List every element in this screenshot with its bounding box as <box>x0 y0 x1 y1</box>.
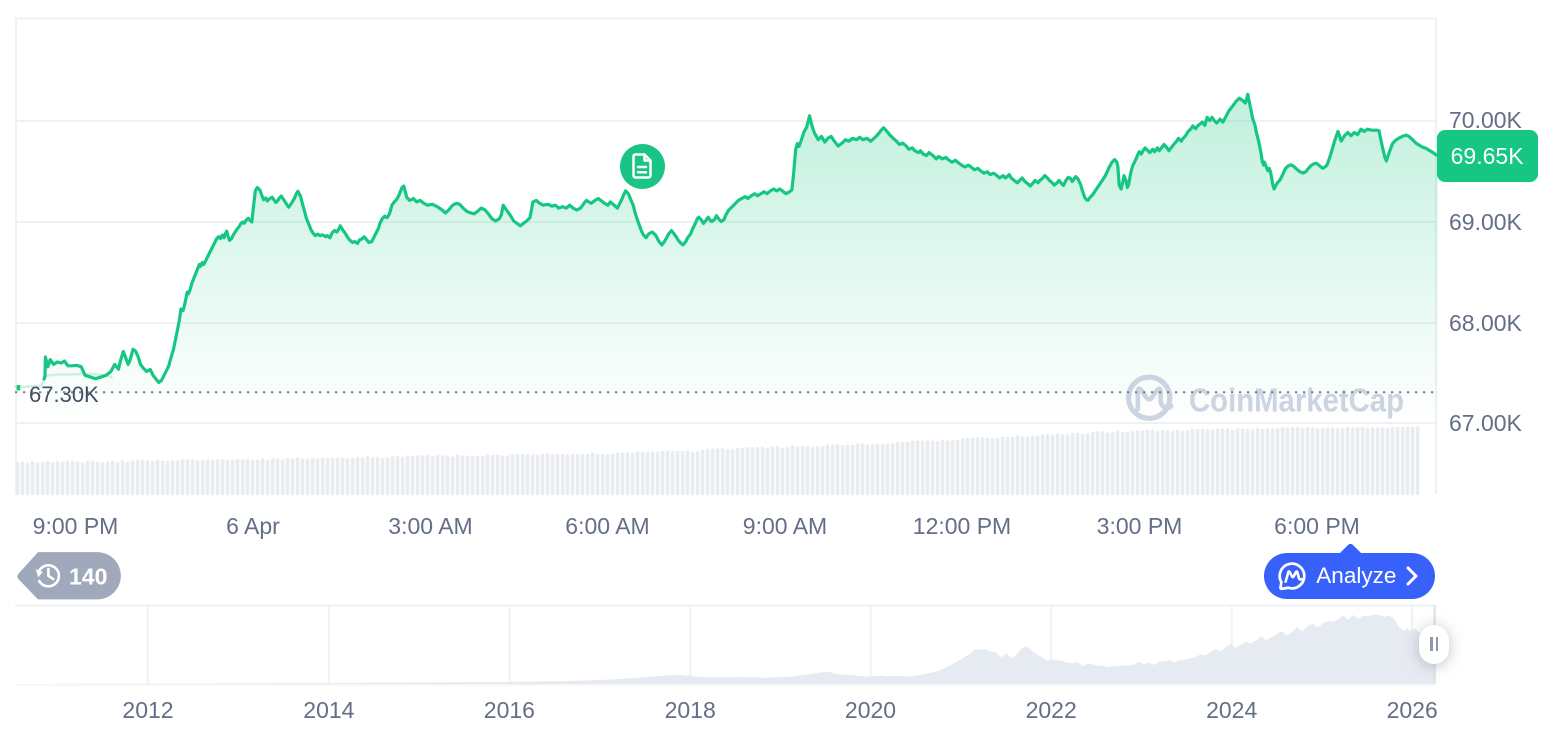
svg-text:CoinMarketCap: CoinMarketCap <box>1189 382 1404 419</box>
svg-text:140: 140 <box>69 564 107 590</box>
